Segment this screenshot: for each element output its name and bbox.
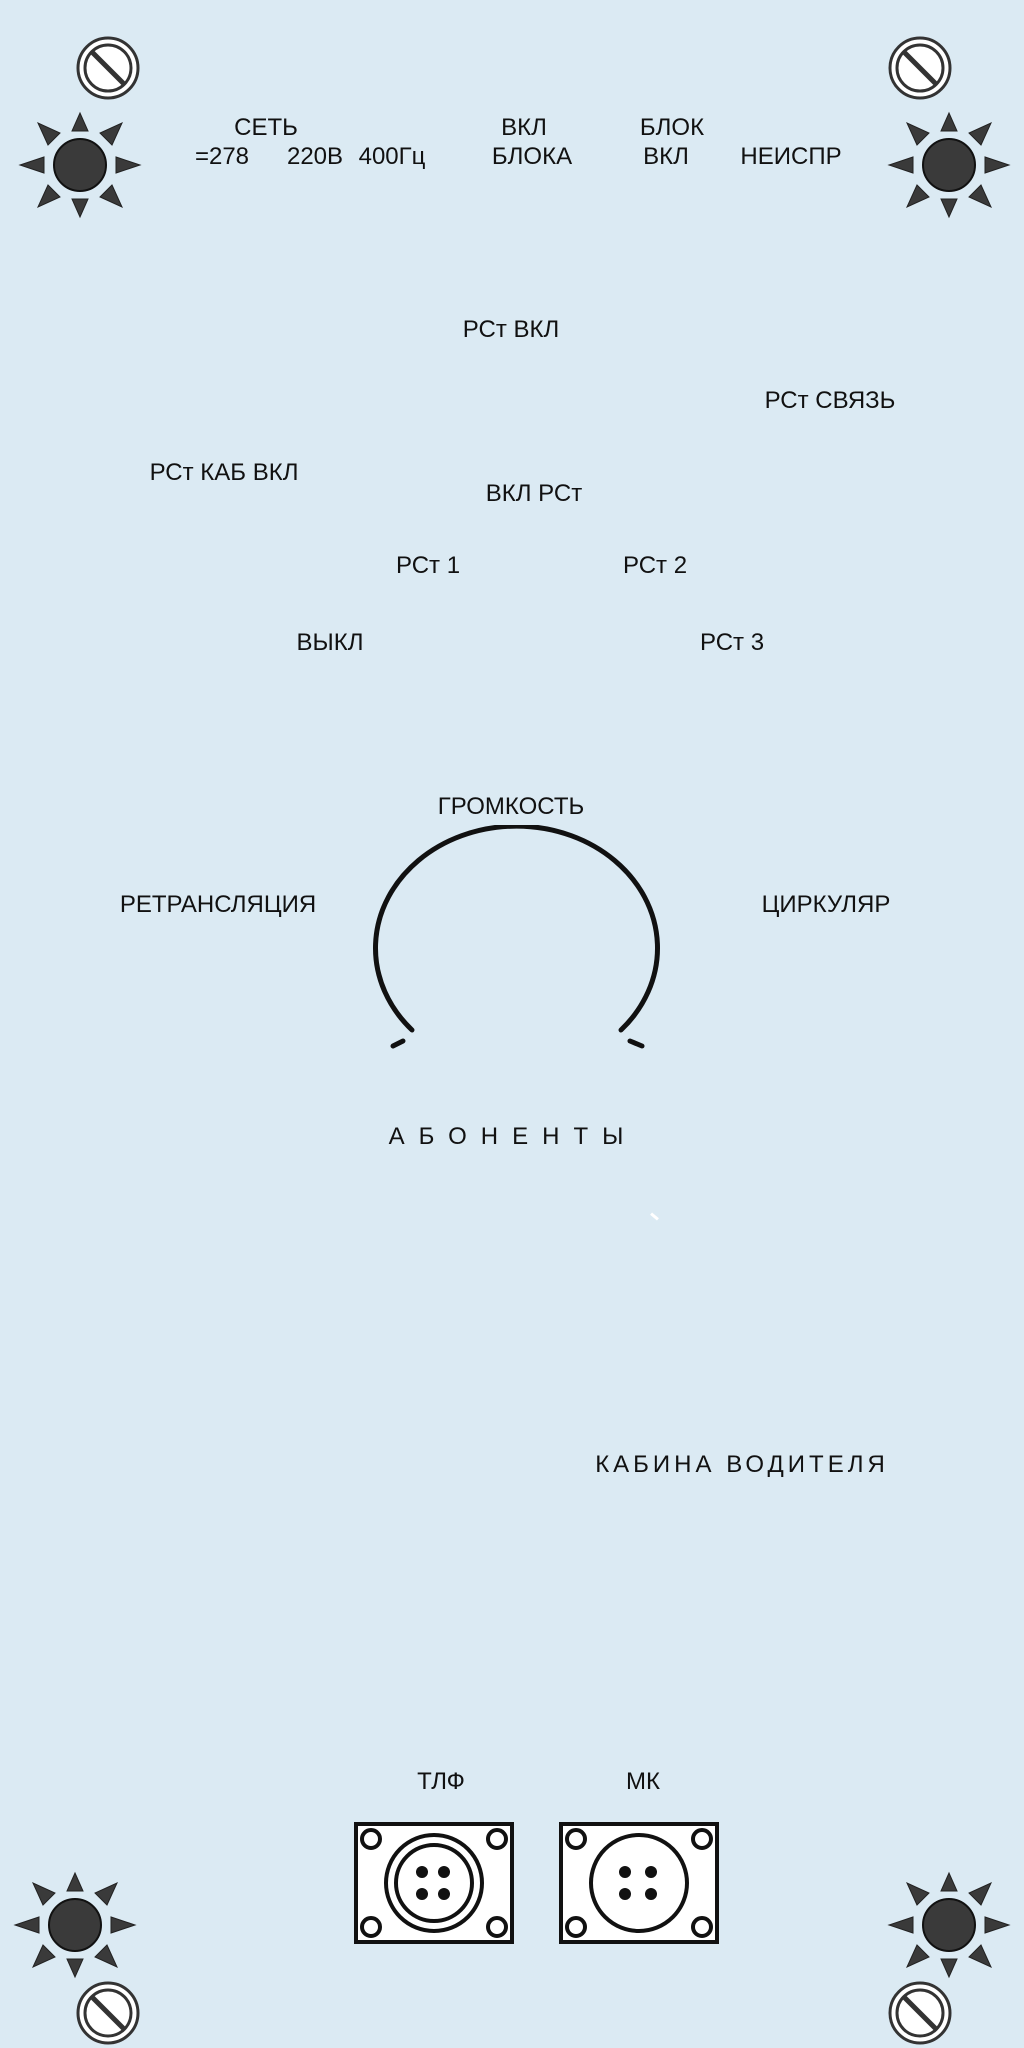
rst-position-1: РСт 1: [395, 552, 461, 579]
prohibited-icon: [888, 36, 952, 100]
volume-title: ГРОМКОСТЬ: [437, 793, 585, 820]
net-title-label: СЕТЬ: [234, 114, 298, 141]
volume-left-label: РЕТРАНСЛЯЦИЯ: [119, 891, 317, 918]
volume-right-label: ЦИРКУЛЯР: [761, 891, 891, 918]
rst-switch-title: ВКЛ РСт: [485, 480, 583, 507]
net-dc-label: =278: [194, 143, 250, 170]
unit-on-label-line2: БЛОКА: [491, 143, 573, 170]
net-freq-label: 400Гц: [358, 143, 426, 170]
stray-mark: [650, 1212, 659, 1221]
rst-link-label: РСт СВЯЗЬ: [764, 387, 896, 414]
block-on-label-line2: ВКЛ: [643, 143, 689, 170]
rst-position-off: ВЫКЛ: [296, 629, 364, 656]
prohibited-icon: [888, 1981, 952, 2045]
unit-on-label-line1: ВКЛ: [501, 114, 547, 141]
indicator-lamp-icon: [18, 111, 142, 219]
indicator-lamp-icon: [887, 111, 1011, 219]
block-on-label-line1: БЛОК: [639, 114, 705, 141]
rst-position-3: РСт 3: [699, 629, 765, 656]
prohibited-icon: [76, 1981, 140, 2045]
rst-on-label: РСт ВКЛ: [462, 316, 560, 343]
fault-label: НЕИСПР: [740, 143, 842, 170]
volume-knob-scale[interactable]: [365, 825, 665, 1055]
rst-cab-on-label: РСт КАБ ВКЛ: [149, 459, 299, 486]
tlf-label: ТЛФ: [417, 1768, 465, 1795]
mk-connector-icon[interactable]: [559, 1822, 719, 1944]
prohibited-icon: [76, 36, 140, 100]
rst-position-2: РСт 2: [622, 552, 688, 579]
tlf-connector-icon[interactable]: [354, 1822, 514, 1944]
subscribers-label: АБОНЕНТЫ: [388, 1123, 638, 1150]
indicator-lamp-icon: [13, 1871, 137, 1979]
net-ac-label: 220В: [286, 143, 344, 170]
mk-label: МК: [626, 1768, 660, 1795]
indicator-lamp-icon: [887, 1871, 1011, 1979]
driver-cabin-label: КАБИНА ВОДИТЕЛЯ: [595, 1451, 889, 1478]
